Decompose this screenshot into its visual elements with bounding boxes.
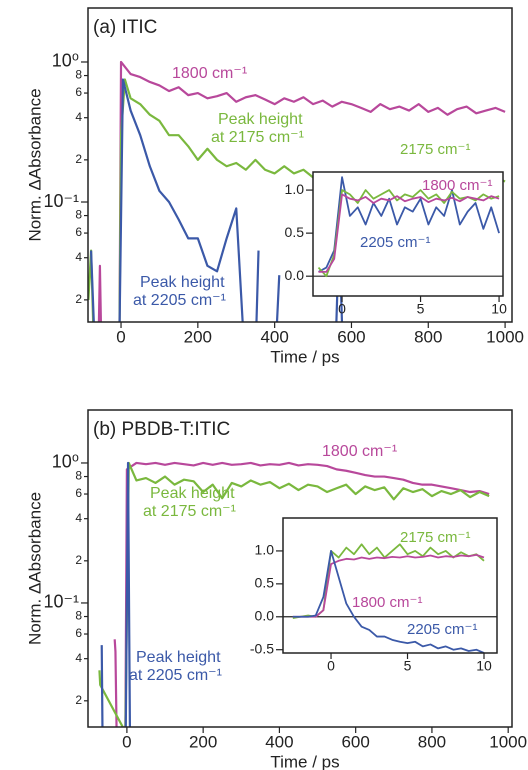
x-tick-label: 1000 bbox=[489, 732, 527, 751]
annotation: 2205 cm⁻¹ bbox=[407, 621, 477, 638]
y-tick-label: 0.5 bbox=[255, 575, 275, 591]
data-line bbox=[97, 60, 506, 322]
annotation: 1800 cm⁻¹ bbox=[422, 177, 492, 194]
y-tick-label: -0.5 bbox=[250, 640, 274, 656]
x-tick-label: 600 bbox=[337, 327, 365, 346]
x-tick-label: 0 bbox=[122, 732, 131, 751]
annotation: 1800 cm⁻¹ bbox=[352, 594, 422, 611]
data-line bbox=[292, 550, 485, 653]
plot-background bbox=[283, 518, 497, 653]
x-axis-label: Time / ps bbox=[270, 347, 339, 366]
annotation: Peak height bbox=[218, 111, 303, 128]
panel-title: (b) PBDB-T:ITIC bbox=[93, 419, 230, 440]
x-tick-label: 0 bbox=[116, 327, 125, 346]
annotation: at 2205 cm⁻¹ bbox=[129, 667, 222, 684]
x-tick-label: 5 bbox=[404, 658, 412, 674]
annotation: 2205 cm⁻¹ bbox=[360, 234, 430, 251]
data-line bbox=[292, 553, 485, 618]
y-tick-label: 8 bbox=[75, 68, 82, 82]
y-tick-label: 8 bbox=[75, 609, 82, 623]
y-tick-label: 6 bbox=[75, 225, 82, 239]
y-tick-label: 10⁻¹ bbox=[43, 191, 79, 211]
annotation: at 2205 cm⁻¹ bbox=[133, 292, 226, 309]
plot-frame bbox=[87, 409, 513, 728]
x-tick-label: 0 bbox=[327, 658, 335, 674]
y-axis-label: Norm. ΔAbsorbance bbox=[25, 492, 44, 645]
x-tick-label: 10 bbox=[476, 658, 492, 674]
y-tick-label: 1.0 bbox=[285, 181, 305, 197]
y-tick-label: 4 bbox=[75, 651, 82, 665]
y-axis-label: Norm. ΔAbsorbance bbox=[25, 88, 44, 241]
y-tick-label: 8 bbox=[75, 469, 82, 483]
annotation: 2175 cm⁻¹ bbox=[400, 529, 470, 546]
annotation: 1800 cm⁻¹ bbox=[172, 65, 247, 82]
y-tick-label: 2 bbox=[75, 152, 82, 166]
x-tick-label: 800 bbox=[414, 327, 442, 346]
y-tick-label: 10⁻¹ bbox=[43, 592, 79, 612]
data-line bbox=[318, 176, 500, 273]
y-tick-label: 10⁰ bbox=[52, 51, 79, 71]
data-line bbox=[318, 193, 500, 273]
plot-frame bbox=[87, 7, 513, 323]
y-tick-label: 8 bbox=[75, 208, 82, 222]
data-line bbox=[89, 78, 344, 322]
y-tick-label: 0.0 bbox=[255, 607, 275, 623]
data-line bbox=[98, 461, 490, 727]
y-tick-label: 4 bbox=[75, 250, 82, 264]
x-tick-label: 10 bbox=[491, 301, 507, 317]
y-tick-label: 6 bbox=[75, 486, 82, 500]
y-tick-label: 10⁰ bbox=[52, 452, 79, 472]
panel-title: (a) ITIC bbox=[93, 17, 157, 38]
annotation: Peak height bbox=[136, 649, 221, 666]
y-tick-label: 6 bbox=[75, 626, 82, 640]
data-line bbox=[100, 461, 132, 727]
x-axis-label: Time / ps bbox=[270, 752, 339, 770]
y-tick-label: 1.0 bbox=[255, 542, 275, 558]
x-tick-label: 5 bbox=[417, 301, 425, 317]
plot-frame bbox=[282, 517, 498, 654]
y-tick-label: 2 bbox=[75, 553, 82, 567]
data-line bbox=[113, 461, 490, 727]
y-tick-label: 2 bbox=[75, 292, 82, 306]
inset-chart: -0.5 0.0 0.5 1.0 0 5 10 2175 cm⁻¹ 1800 cm⁻¹ 2205 … bbox=[250, 517, 498, 674]
x-tick-label: 1000 bbox=[486, 327, 524, 346]
x-tick-label: 200 bbox=[184, 327, 212, 346]
plot-frame bbox=[312, 171, 504, 297]
x-tick-label: 400 bbox=[265, 732, 293, 751]
y-tick-label: 0.5 bbox=[285, 224, 305, 240]
annotation: 1800 cm⁻¹ bbox=[322, 443, 397, 460]
annotation: at 2175 cm⁻¹ bbox=[211, 129, 304, 146]
inset-chart: 0.0 0.5 1.0 0 5 10 2175 cm⁻¹ 1800 cm⁻¹ 2205 cm⁻¹ bbox=[285, 141, 508, 317]
x-tick-label: 0 bbox=[338, 301, 346, 317]
y-tick-label: 2 bbox=[75, 693, 82, 707]
x-tick-label: 800 bbox=[418, 732, 446, 751]
annotation: 2175 cm⁻¹ bbox=[400, 141, 470, 158]
y-tick-label: 4 bbox=[75, 110, 82, 124]
y-tick-label: 4 bbox=[75, 511, 82, 525]
annotation: Peak height bbox=[150, 485, 235, 502]
x-tick-label: 200 bbox=[189, 732, 217, 751]
y-tick-label: 6 bbox=[75, 85, 82, 99]
annotation: Peak height bbox=[140, 274, 225, 291]
annotation: at 2175 cm⁻¹ bbox=[143, 503, 236, 520]
y-tick-label: 0.0 bbox=[285, 267, 305, 283]
x-tick-label: 400 bbox=[260, 327, 288, 346]
x-tick-label: 600 bbox=[341, 732, 369, 751]
